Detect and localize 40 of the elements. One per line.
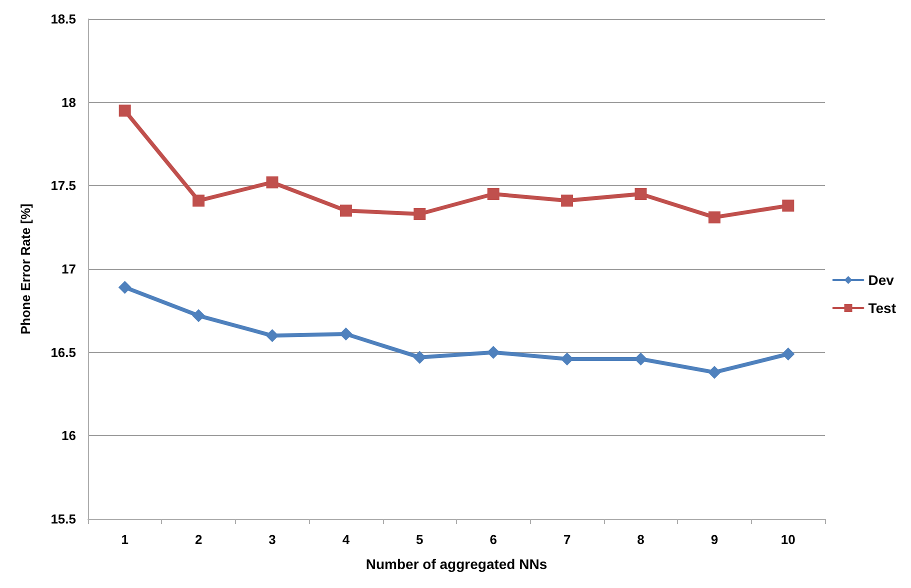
y-tick-label: 18 (62, 94, 76, 110)
point (118, 280, 132, 294)
x-tick-label: 8 (637, 532, 644, 547)
point (634, 352, 648, 366)
point (118, 104, 131, 117)
x-tick-label: 3 (268, 532, 276, 547)
x-tick-label: 10 (780, 532, 796, 547)
y-tick-label: 16 (62, 428, 76, 444)
y-tick-label: 15.5 (50, 512, 76, 526)
point (266, 176, 278, 188)
y-tick-label: 16.5 (50, 344, 76, 360)
point (192, 194, 205, 207)
x-tick-label: 9 (710, 532, 718, 547)
point (266, 329, 279, 342)
x-tick-label: 5 (416, 532, 424, 547)
x-axis-title: Number of aggregated NNs (366, 556, 548, 572)
point (339, 328, 352, 340)
legend-label: Test (868, 300, 896, 316)
point (634, 188, 647, 200)
point (782, 200, 794, 212)
point (340, 204, 352, 217)
y-tick-label: 18.5 (50, 12, 76, 26)
y-tick-label: 17 (62, 262, 76, 276)
x-tick-label: 2 (194, 532, 202, 547)
x-tick-label: 7 (563, 532, 571, 547)
x-tick-label: 1 (121, 532, 128, 547)
point (413, 350, 426, 364)
legend-label: Dev (868, 272, 894, 288)
point (782, 348, 795, 360)
point (414, 208, 426, 220)
x-tick-label: 4 (342, 532, 350, 547)
x-tick-label: 6 (490, 532, 497, 547)
point (486, 346, 500, 359)
point (561, 194, 574, 207)
y-tick-label: 17.5 (50, 178, 76, 194)
point (487, 188, 500, 200)
point (708, 366, 721, 379)
point (708, 211, 720, 224)
y-axis-title: Phone Error Rate [%] (18, 204, 33, 334)
point (192, 309, 206, 322)
